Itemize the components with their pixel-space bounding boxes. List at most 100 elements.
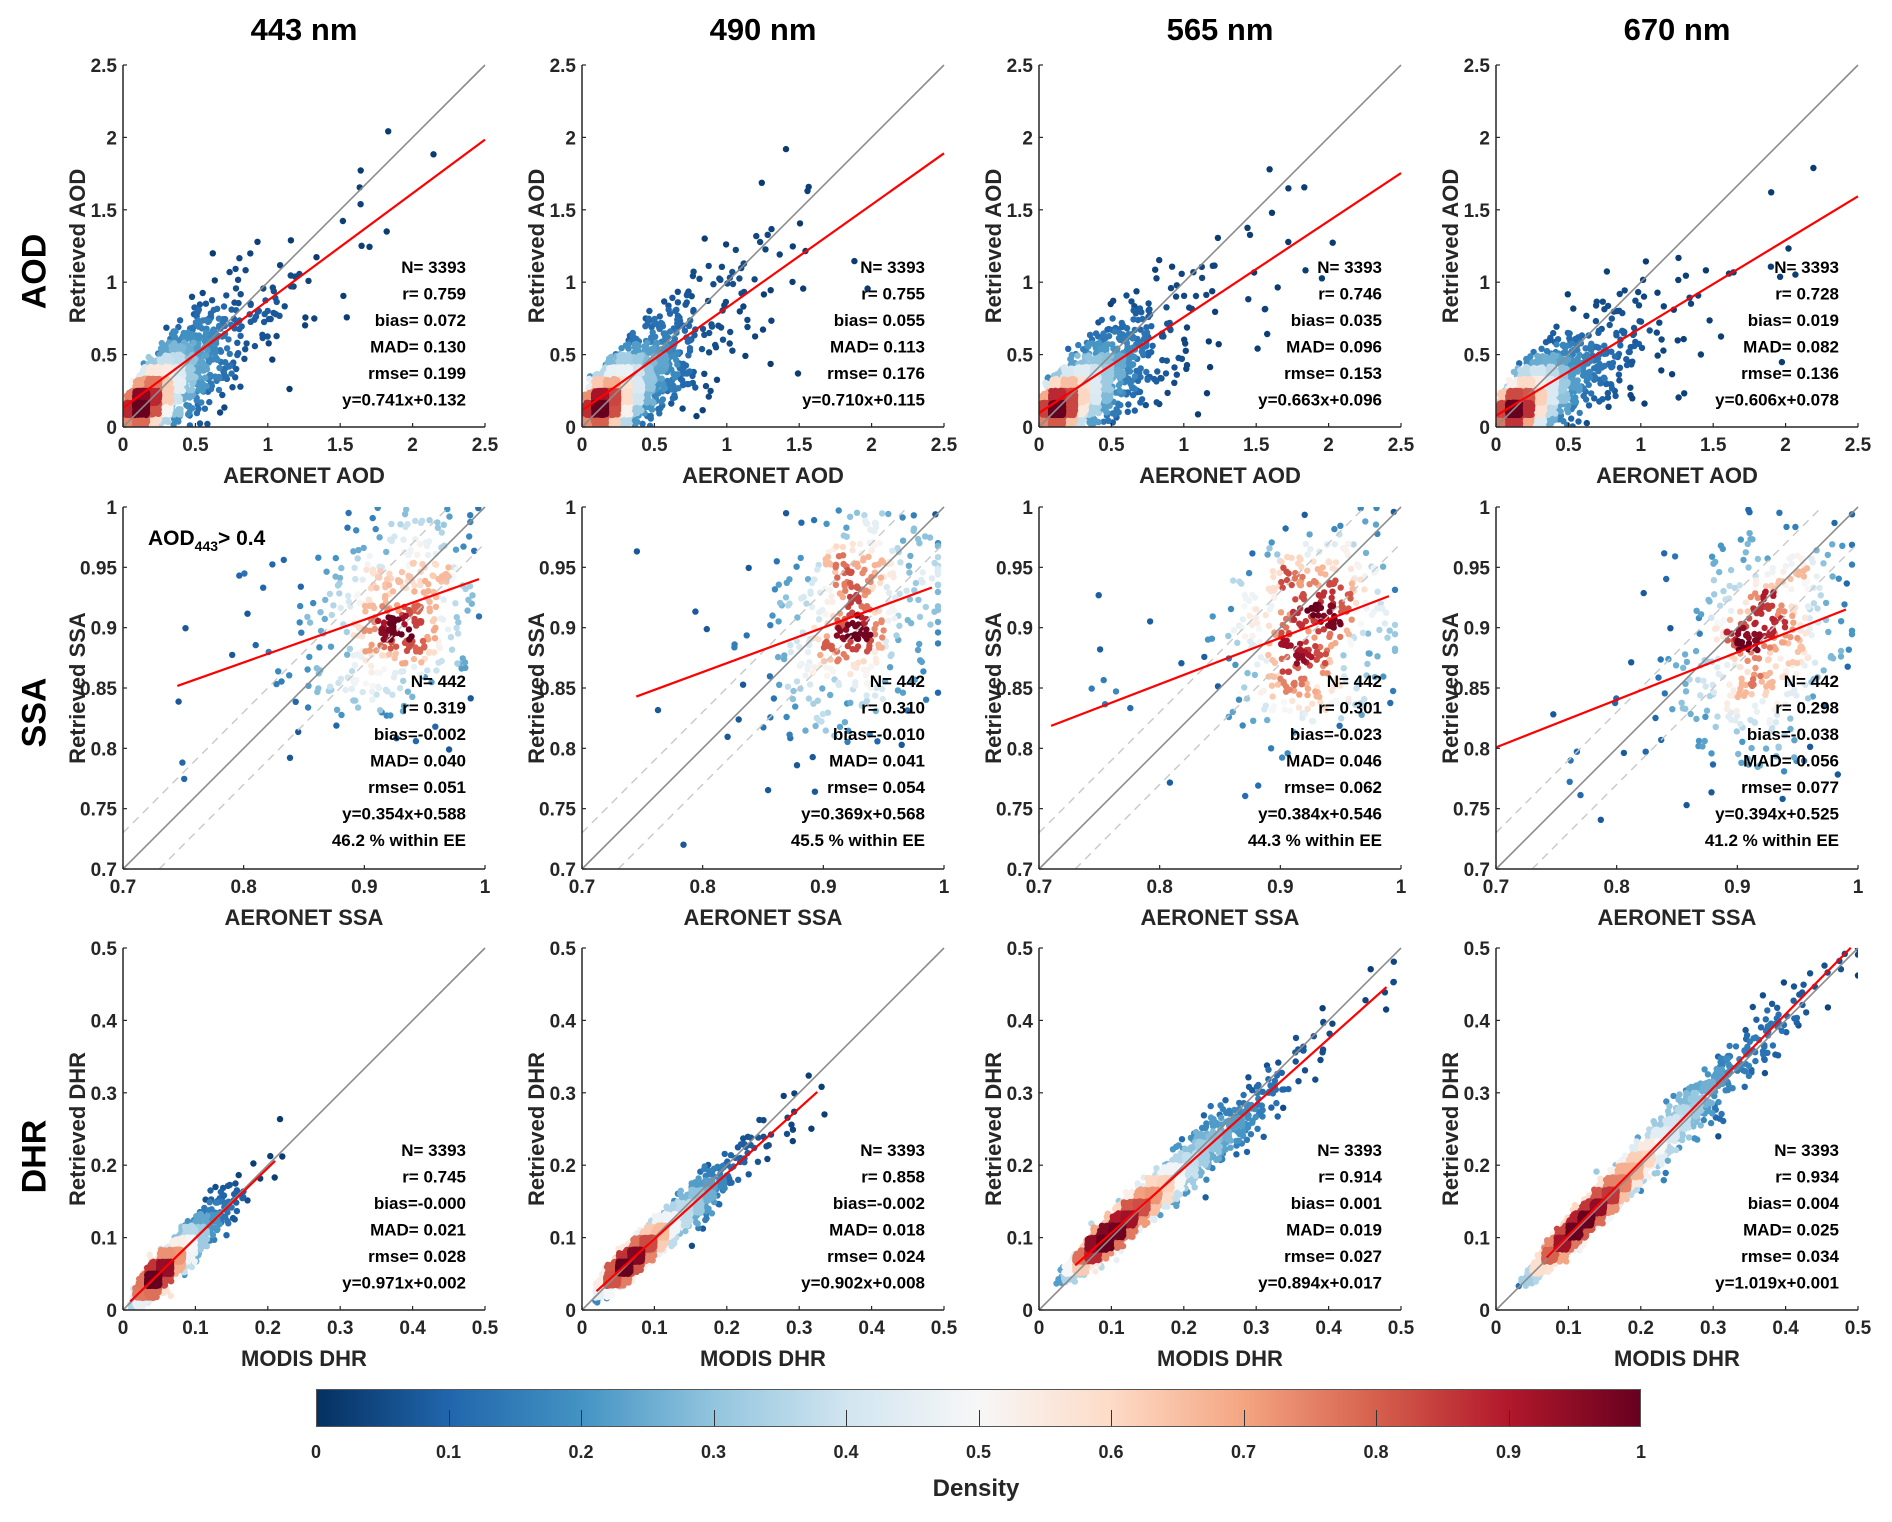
data-point (622, 342, 630, 349)
data-point (604, 379, 611, 387)
data-point (162, 344, 169, 351)
data-point (170, 421, 177, 427)
data-point (222, 359, 229, 366)
data-point (214, 305, 221, 312)
data-point (667, 328, 674, 335)
data-point (698, 345, 706, 353)
data-point (286, 385, 293, 393)
data-point (265, 340, 272, 347)
data-point (658, 375, 665, 382)
data-point (228, 370, 235, 377)
data-point (753, 232, 760, 240)
data-point (136, 400, 143, 407)
data-point (153, 365, 160, 372)
data-point (196, 420, 204, 427)
data-point (789, 278, 796, 286)
data-point (269, 356, 276, 363)
data-point (252, 313, 260, 320)
data-point (655, 381, 662, 389)
data-point (758, 179, 765, 186)
data-point (716, 275, 723, 282)
data-point (215, 386, 223, 394)
data-point (165, 411, 173, 418)
data-point (597, 381, 604, 388)
one-to-one-line (122, 64, 486, 428)
data-point (203, 383, 210, 390)
data-point (241, 355, 248, 362)
data-point (708, 321, 715, 328)
data-point (198, 399, 205, 406)
data-point (287, 237, 295, 244)
data-point (639, 420, 646, 427)
data-point (604, 359, 611, 366)
data-point (195, 306, 202, 313)
data-point (202, 374, 209, 381)
data-point (164, 418, 172, 426)
data-point (629, 332, 636, 340)
data-point (652, 340, 660, 347)
data-point (145, 353, 152, 361)
data-point (173, 358, 180, 365)
data-point (198, 362, 205, 369)
data-point (165, 365, 172, 372)
data-point (699, 407, 706, 414)
data-point (655, 405, 662, 413)
column-title-670: 670 nm (1496, 12, 1858, 48)
data-point (712, 341, 719, 349)
data-point (139, 367, 147, 374)
data-point (184, 403, 192, 410)
data-point (732, 246, 739, 254)
data-point (272, 311, 280, 318)
stat-line: rmse= 0.199 (368, 364, 466, 383)
data-point (679, 381, 687, 389)
data-point (188, 392, 196, 400)
data-point (650, 344, 658, 352)
data-point (767, 360, 774, 368)
stat-line: r= 0.759 (402, 285, 466, 304)
data-point (153, 395, 160, 403)
regression-line (122, 138, 486, 409)
data-point (740, 303, 747, 310)
data-point (276, 262, 284, 269)
data-point (176, 317, 184, 324)
data-point (209, 250, 216, 257)
x-tick-label: 1.5 (327, 435, 354, 456)
data-point (705, 349, 713, 356)
data-point (604, 370, 611, 377)
data-point (634, 343, 642, 351)
data-point (287, 272, 294, 279)
data-point (219, 391, 226, 399)
data-point (184, 346, 192, 354)
data-point (673, 351, 680, 358)
data-point (722, 298, 730, 306)
data-point (222, 373, 230, 380)
data-point (184, 411, 192, 418)
data-point (174, 416, 182, 423)
data-point (620, 352, 628, 359)
data-point (665, 306, 672, 313)
data-point (683, 292, 691, 299)
data-point (643, 399, 651, 406)
data-point (265, 315, 273, 323)
data-point (242, 267, 249, 274)
data-point (225, 336, 232, 343)
data-point (646, 307, 653, 315)
data-point (260, 318, 268, 326)
data-point (701, 370, 708, 377)
data-point (623, 398, 631, 406)
x-tick-label: 2 (407, 435, 418, 456)
data-point (794, 370, 802, 377)
data-point (366, 243, 373, 250)
data-point (162, 404, 169, 411)
data-point (200, 353, 207, 360)
data-point (851, 257, 858, 265)
data-point (736, 275, 743, 282)
data-point (699, 325, 707, 333)
data-point (202, 316, 209, 324)
data-point (644, 394, 652, 401)
data-point (247, 250, 254, 257)
data-point (231, 299, 238, 306)
data-point (148, 370, 155, 378)
stat-line: y=0.741x+0.132 (342, 391, 466, 410)
